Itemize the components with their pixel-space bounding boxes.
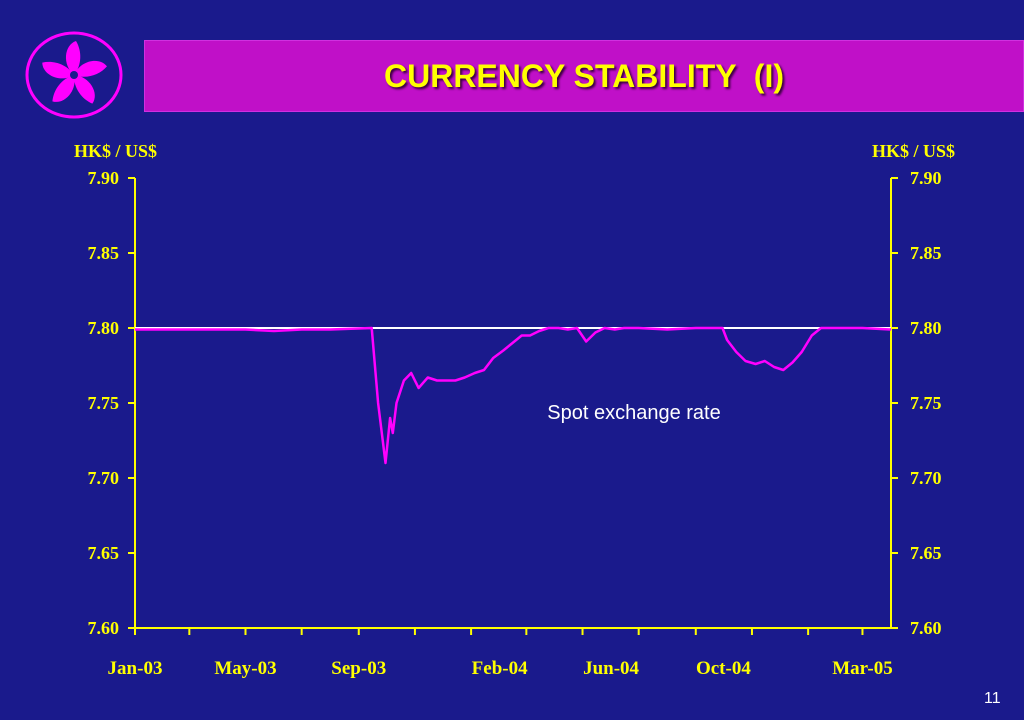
right-y-tick-label: 7.85 xyxy=(910,243,942,263)
x-tick-label: Feb-04 xyxy=(472,658,528,679)
x-tick-label: Mar-05 xyxy=(832,658,893,679)
x-tick-label: Oct-04 xyxy=(696,658,751,679)
bauhinia-logo-icon xyxy=(25,31,123,119)
spot-rate-series-line xyxy=(135,326,892,465)
left-y-tick-label: 7.60 xyxy=(88,618,120,638)
right-y-tick-label: 7.65 xyxy=(910,543,942,563)
right-y-tick-label: 7.90 xyxy=(910,168,942,188)
x-tick-label: Jan-03 xyxy=(108,658,163,679)
left-y-tick-label: 7.70 xyxy=(88,468,120,488)
x-tick-label: Jun-04 xyxy=(583,658,639,679)
left-y-tick-label: 7.65 xyxy=(88,543,120,563)
right-y-tick-label: 7.75 xyxy=(910,393,942,413)
left-y-tick-label: 7.75 xyxy=(88,393,120,413)
title-banner: CURRENCY STABILITY (I) xyxy=(144,40,1024,112)
right-y-tick-label: 7.70 xyxy=(910,468,942,488)
right-y-tick-label: 7.60 xyxy=(910,618,942,638)
left-y-tick-label: 7.90 xyxy=(88,168,120,188)
page-number: 11 xyxy=(984,690,1001,707)
left-axis-label: HK$ / US$ xyxy=(74,141,157,161)
left-y-tick-label: 7.85 xyxy=(88,243,120,263)
slide-title: CURRENCY STABILITY (I) xyxy=(383,58,784,94)
right-axis-label: HK$ / US$ xyxy=(872,141,955,161)
x-tick-label: Sep-03 xyxy=(331,658,386,679)
series-annotation: Spot exchange rate xyxy=(547,402,720,424)
right-y-tick-label: 7.80 xyxy=(910,318,942,338)
left-y-tick-label: 7.80 xyxy=(88,318,120,338)
x-tick-label: May-03 xyxy=(214,658,276,679)
